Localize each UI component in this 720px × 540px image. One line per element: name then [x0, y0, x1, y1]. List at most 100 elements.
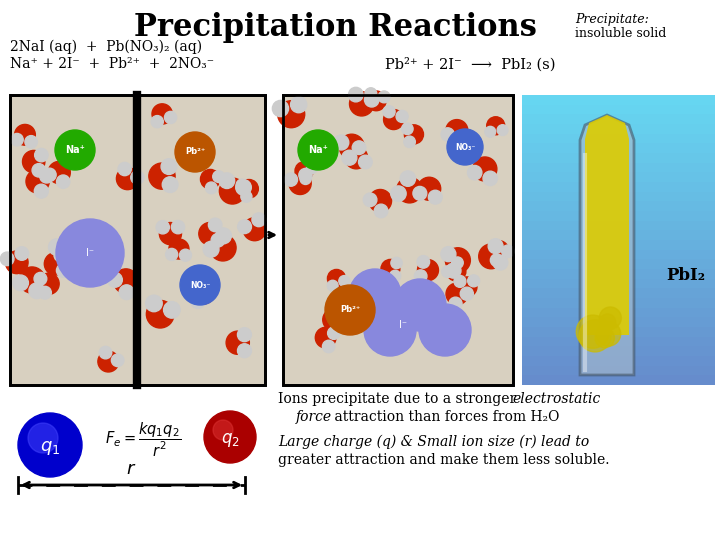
Circle shape — [324, 144, 336, 156]
Text: I⁻: I⁻ — [86, 248, 94, 258]
Circle shape — [213, 420, 233, 440]
Circle shape — [418, 177, 441, 200]
Circle shape — [14, 124, 35, 145]
Bar — [522, 124, 715, 134]
Circle shape — [284, 173, 297, 186]
Circle shape — [57, 175, 70, 188]
Circle shape — [180, 265, 220, 305]
Circle shape — [212, 171, 225, 183]
Circle shape — [383, 106, 395, 118]
Circle shape — [241, 191, 252, 202]
Circle shape — [456, 132, 469, 146]
Circle shape — [397, 177, 423, 203]
Circle shape — [166, 248, 178, 260]
Text: electrostatic: electrostatic — [512, 392, 600, 406]
Circle shape — [56, 264, 70, 277]
Circle shape — [235, 180, 251, 195]
Bar — [522, 105, 715, 114]
Circle shape — [579, 320, 611, 352]
Circle shape — [364, 92, 379, 107]
Circle shape — [13, 275, 28, 291]
Circle shape — [339, 275, 350, 286]
Bar — [522, 134, 715, 143]
Circle shape — [467, 165, 482, 180]
Circle shape — [220, 178, 246, 204]
Bar — [522, 240, 715, 249]
Circle shape — [365, 88, 377, 100]
Text: force: force — [296, 410, 332, 424]
Circle shape — [200, 170, 220, 189]
Text: Precipitation Reactions: Precipitation Reactions — [134, 12, 536, 43]
Circle shape — [378, 91, 390, 103]
Circle shape — [48, 161, 71, 184]
Circle shape — [428, 190, 442, 204]
Circle shape — [243, 218, 266, 241]
Circle shape — [488, 240, 509, 261]
Circle shape — [307, 163, 318, 173]
Circle shape — [163, 301, 180, 318]
Circle shape — [328, 303, 341, 316]
Circle shape — [15, 247, 29, 260]
Circle shape — [493, 255, 508, 270]
Circle shape — [238, 220, 251, 234]
Circle shape — [25, 136, 37, 148]
Circle shape — [298, 130, 338, 170]
Circle shape — [300, 173, 311, 185]
Circle shape — [339, 134, 364, 159]
Text: Na⁺: Na⁺ — [65, 145, 85, 155]
Circle shape — [32, 164, 45, 177]
Circle shape — [342, 150, 357, 165]
Bar — [522, 366, 715, 375]
Bar — [522, 231, 715, 240]
FancyBboxPatch shape — [283, 95, 513, 385]
Circle shape — [19, 267, 45, 293]
FancyBboxPatch shape — [522, 95, 715, 385]
Circle shape — [67, 236, 84, 252]
Circle shape — [236, 179, 248, 190]
Bar — [522, 327, 715, 336]
Circle shape — [191, 294, 205, 308]
Circle shape — [345, 146, 367, 169]
Circle shape — [391, 258, 402, 268]
Circle shape — [299, 168, 312, 181]
Circle shape — [454, 275, 466, 287]
Circle shape — [161, 159, 177, 174]
Bar — [522, 308, 715, 318]
Bar — [522, 298, 715, 308]
Text: Na⁺ + 2I⁻  +  Pb²⁺  +  2NO₃⁻: Na⁺ + 2I⁻ + Pb²⁺ + 2NO₃⁻ — [10, 57, 214, 71]
Circle shape — [576, 315, 609, 348]
Circle shape — [384, 110, 404, 130]
Circle shape — [240, 179, 258, 198]
Bar — [522, 259, 715, 269]
Circle shape — [381, 259, 400, 278]
Circle shape — [404, 136, 415, 147]
Text: Ions precipitate due to a stronger: Ions precipitate due to a stronger — [278, 392, 521, 406]
Circle shape — [55, 130, 95, 170]
Circle shape — [327, 280, 338, 291]
Circle shape — [417, 255, 430, 268]
Circle shape — [323, 340, 335, 353]
Circle shape — [278, 101, 305, 128]
Circle shape — [96, 235, 117, 257]
Bar — [522, 114, 715, 124]
Circle shape — [446, 283, 468, 305]
Circle shape — [98, 351, 119, 372]
Bar — [522, 346, 715, 356]
Circle shape — [447, 129, 483, 165]
Circle shape — [498, 125, 508, 136]
Circle shape — [34, 272, 47, 285]
Circle shape — [159, 222, 181, 245]
Circle shape — [112, 354, 124, 367]
Circle shape — [359, 155, 372, 169]
Text: Precipitate:: Precipitate: — [575, 13, 649, 26]
Bar — [522, 153, 715, 163]
Circle shape — [451, 257, 463, 268]
Circle shape — [323, 309, 345, 331]
Circle shape — [366, 91, 386, 111]
Circle shape — [35, 184, 48, 198]
Circle shape — [396, 110, 408, 123]
Circle shape — [595, 328, 614, 348]
Text: Large charge (q) & Small ion size (r) lead to: Large charge (q) & Small ion size (r) le… — [278, 435, 589, 449]
Circle shape — [502, 245, 514, 258]
Circle shape — [29, 283, 45, 299]
